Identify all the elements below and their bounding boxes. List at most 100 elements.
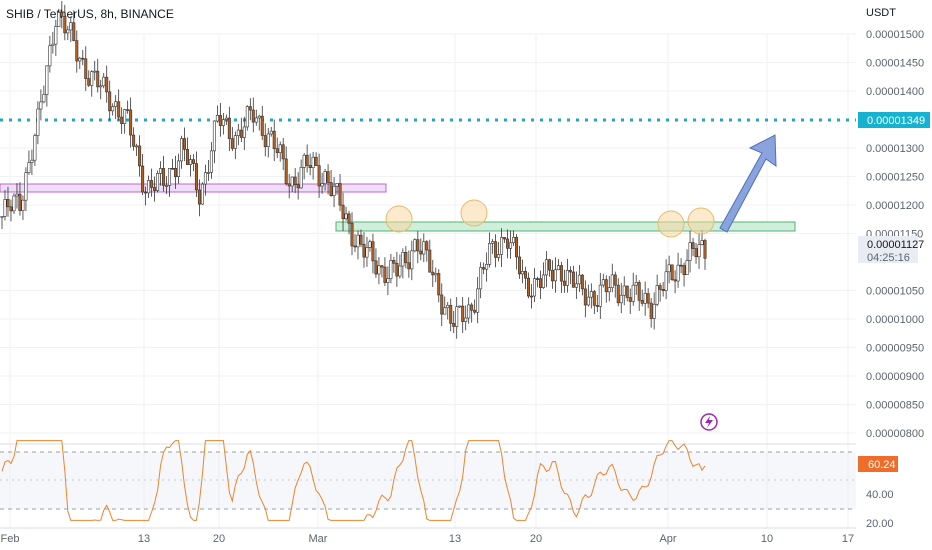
candle-body <box>218 115 222 126</box>
candle-body <box>15 193 19 197</box>
candle-body <box>33 135 37 161</box>
candle-body <box>622 285 626 296</box>
candle-body <box>509 242 513 249</box>
lightning-icon[interactable] <box>700 413 718 431</box>
candle-body <box>159 168 163 174</box>
candle-body <box>347 213 351 224</box>
candle-body <box>200 183 204 205</box>
candle-body <box>419 250 423 255</box>
candle-body <box>515 236 519 258</box>
candle-body <box>353 245 357 248</box>
candle-body <box>422 241 426 255</box>
candle-body <box>589 291 593 298</box>
candle-body <box>377 265 381 275</box>
candle-body <box>132 134 136 147</box>
candle-body <box>344 213 348 220</box>
highlight-circle <box>657 210 685 238</box>
candle-body <box>479 267 483 290</box>
price-tick: 0.00000850 <box>866 400 924 412</box>
candle-body <box>601 279 605 286</box>
time-tick: 17 <box>842 533 854 545</box>
candle-body <box>254 117 258 123</box>
candle-body <box>93 70 97 73</box>
candle-body <box>383 266 387 283</box>
candle-body <box>661 289 665 291</box>
candle-body <box>45 65 49 95</box>
candle-body <box>284 158 288 185</box>
candle-body <box>338 183 342 206</box>
candle-body <box>598 284 602 307</box>
candle-body <box>78 57 82 62</box>
candle-body <box>84 58 88 79</box>
candle-body <box>374 260 378 275</box>
candle-body <box>688 242 692 261</box>
candle-body <box>99 85 103 88</box>
candle-body <box>362 243 366 258</box>
candle-body <box>380 265 384 268</box>
candle-body <box>404 252 408 264</box>
candle-body <box>664 271 668 291</box>
candle-body <box>694 248 698 258</box>
price-tick: 0.00000900 <box>866 371 924 383</box>
time-tick: 10 <box>761 533 773 545</box>
price-tick: 0.00000800 <box>866 428 924 440</box>
candle-body <box>90 71 94 86</box>
candle-body <box>691 242 695 249</box>
candle-body <box>141 165 145 193</box>
candle-body <box>278 144 282 153</box>
resistance-price-tag <box>858 112 930 128</box>
currency-label: USDT <box>866 7 896 19</box>
candle-body <box>434 273 438 276</box>
candle-body <box>296 184 300 189</box>
candle-body <box>320 183 324 187</box>
candle-body <box>440 294 444 315</box>
current-price-tag <box>858 236 918 263</box>
highlight-circle <box>385 205 413 233</box>
candle-body <box>287 183 291 187</box>
candle-body <box>431 271 435 276</box>
candle-body <box>685 260 689 276</box>
candle-body <box>317 165 321 187</box>
candle-body <box>452 323 456 327</box>
candle-body <box>197 189 201 205</box>
time-tick: Apr <box>659 533 676 545</box>
candle-body <box>153 187 157 191</box>
candle-body <box>290 176 294 187</box>
chart-title: SHIB / TetherUS, 8h, BINANCE <box>6 7 174 21</box>
candle-body <box>245 106 249 128</box>
candle-body <box>586 296 590 306</box>
price-tick: 0.00000950 <box>866 343 924 355</box>
candle-body <box>332 185 336 196</box>
candle-body <box>48 45 52 67</box>
candle-body <box>144 191 148 194</box>
candle-body <box>413 239 417 252</box>
time-axis[interactable]: Feb 13 20 Mar 13 20 Apr 10 17 <box>1 533 855 545</box>
candle-body <box>571 271 575 288</box>
candle-body <box>81 57 85 60</box>
candle-body <box>619 294 623 304</box>
candle-body <box>356 234 360 248</box>
rsi-line <box>1 440 706 521</box>
candle-body <box>233 135 237 149</box>
candle-body <box>703 240 707 259</box>
rsi-tick-40: 40.00 <box>866 489 894 501</box>
candle-body <box>443 307 447 315</box>
projection-arrow <box>719 134 777 233</box>
candle-body <box>123 109 127 124</box>
candle-body <box>39 101 43 110</box>
candle-body <box>305 154 309 166</box>
candle-body <box>476 288 480 313</box>
candle-body <box>649 302 653 319</box>
candle-body <box>242 126 246 138</box>
price-scale[interactable]: 0.00001500 0.00001450 0.00001400 0.00001300… <box>866 29 924 440</box>
candle-body <box>524 271 528 279</box>
candle-body <box>182 138 186 150</box>
candle-body <box>299 167 303 189</box>
candle-body <box>69 22 73 31</box>
candle-body <box>209 150 213 173</box>
candle-body <box>637 282 641 301</box>
candle-body <box>30 159 34 163</box>
candle-body <box>257 115 261 119</box>
candle-body <box>185 149 189 165</box>
